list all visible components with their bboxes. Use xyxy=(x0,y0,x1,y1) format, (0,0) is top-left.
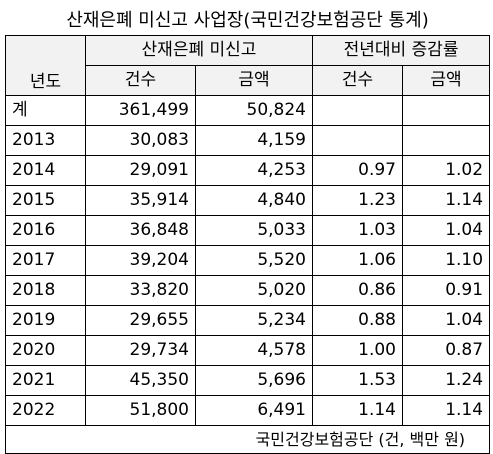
year-header: 년도 xyxy=(5,35,86,96)
amount-cell: 4,578 xyxy=(195,335,313,366)
table-row: 2014 29,091 4,253 0.97 1.02 xyxy=(5,155,491,186)
count-cell: 361,499 xyxy=(85,95,196,126)
rate-count-cell: 0.97 xyxy=(312,155,403,186)
rate-count-cell: 0.88 xyxy=(312,305,403,336)
rate-amount-cell: 1.14 xyxy=(401,395,491,426)
rate-amount-cell: 1.02 xyxy=(401,155,491,186)
statistics-table-page: 산재은폐 미신고 사업장(국민건강보험공단 통계) 년도 산재은폐 미신고 전년… xyxy=(4,6,491,454)
year-cell: 2022 xyxy=(5,395,86,426)
table-row: 2013 30,083 4,159 xyxy=(5,125,491,156)
year-cell: 2017 xyxy=(5,245,86,276)
count-cell: 30,083 xyxy=(85,125,196,156)
count-cell: 33,820 xyxy=(85,275,196,306)
count-cell: 51,800 xyxy=(85,395,196,426)
rate-count-cell xyxy=(312,95,403,126)
unreported-group-header: 산재은폐 미신고 xyxy=(85,35,313,66)
table-row: 2020 29,734 4,578 1.00 0.87 xyxy=(5,335,491,366)
amount-cell: 5,033 xyxy=(195,215,313,246)
amount-cell: 5,020 xyxy=(195,275,313,306)
count-cell: 29,091 xyxy=(85,155,196,186)
rate-amount-cell: 1.10 xyxy=(401,245,491,276)
rate-count-cell: 1.14 xyxy=(312,395,403,426)
rate-count-header: 건수 xyxy=(312,65,403,96)
table-row: 2018 33,820 5,020 0.86 0.91 xyxy=(5,275,491,306)
table-title-row: 산재은폐 미신고 사업장(국민건강보험공단 통계) xyxy=(5,6,490,36)
table-title: 산재은폐 미신고 사업장(국민건강보험공단 통계) xyxy=(5,6,490,36)
rate-amount-cell: 0.91 xyxy=(401,275,491,306)
yoy-rate-group-header: 전년대비 증감률 xyxy=(311,35,491,66)
table-row: 2015 35,914 4,840 1.23 1.14 xyxy=(5,185,491,216)
rate-amount-cell: 0.87 xyxy=(401,335,491,366)
table-row: 2021 45,350 5,696 1.53 1.24 xyxy=(5,365,491,396)
year-cell: 2014 xyxy=(5,155,86,186)
year-cell: 2020 xyxy=(5,335,86,366)
table-row: 계 361,499 50,824 xyxy=(5,95,491,126)
table-row: 2017 39,204 5,520 1.06 1.10 xyxy=(5,245,491,276)
rate-count-cell: 0.86 xyxy=(312,275,403,306)
amount-cell: 4,253 xyxy=(195,155,313,186)
rate-amount-cell: 1.04 xyxy=(401,305,491,336)
amount-cell: 5,696 xyxy=(195,365,313,396)
amount-cell: 5,234 xyxy=(195,305,313,336)
count-cell: 45,350 xyxy=(85,365,196,396)
year-cell: 2019 xyxy=(5,305,86,336)
header-row-1: 년도 산재은폐 미신고 전년대비 증감률 xyxy=(5,35,491,96)
count-cell: 36,848 xyxy=(85,215,196,246)
header-row-2: 건수 금액 건수 금액 xyxy=(6,65,491,96)
amount-cell: 6,491 xyxy=(195,395,313,426)
year-cell: 2021 xyxy=(5,365,86,396)
amount-header: 금액 xyxy=(195,65,313,96)
year-cell: 2013 xyxy=(5,125,86,156)
count-header: 건수 xyxy=(85,65,196,96)
rate-count-cell: 1.00 xyxy=(312,335,403,366)
amount-cell: 50,824 xyxy=(195,95,313,126)
count-cell: 29,734 xyxy=(85,335,196,366)
rate-amount-cell xyxy=(401,125,491,156)
rate-count-cell: 1.23 xyxy=(312,185,403,216)
rate-amount-cell xyxy=(401,95,491,126)
year-cell: 계 xyxy=(5,95,86,126)
year-cell: 2015 xyxy=(5,185,86,216)
table-row: 2019 29,655 5,234 0.88 1.04 xyxy=(5,305,491,336)
rate-amount-header: 금액 xyxy=(401,65,491,96)
amount-cell: 4,840 xyxy=(195,185,313,216)
rate-amount-cell: 1.04 xyxy=(401,215,491,246)
source-note: 국민건강보험공단 (건, 백만 원) xyxy=(4,425,491,454)
table-row: 2016 36,848 5,033 1.03 1.04 xyxy=(5,215,491,246)
count-cell: 29,655 xyxy=(85,305,196,336)
unreported-workplaces-table: 산재은폐 미신고 사업장(국민건강보험공단 통계) 년도 산재은폐 미신고 전년… xyxy=(4,6,491,454)
rate-count-cell: 1.53 xyxy=(312,365,403,396)
rate-count-cell xyxy=(312,125,403,156)
rate-amount-cell: 1.14 xyxy=(401,185,491,216)
rate-amount-cell: 1.24 xyxy=(401,365,491,396)
amount-cell: 5,520 xyxy=(195,245,313,276)
count-cell: 39,204 xyxy=(85,245,196,276)
count-cell: 35,914 xyxy=(85,185,196,216)
rate-count-cell: 1.03 xyxy=(312,215,403,246)
rate-count-cell: 1.06 xyxy=(312,245,403,276)
table-row: 2022 51,800 6,491 1.14 1.14 xyxy=(5,395,491,426)
year-cell: 2018 xyxy=(5,275,86,306)
year-cell: 2016 xyxy=(5,215,86,246)
source-row: 국민건강보험공단 (건, 백만 원) xyxy=(4,425,491,454)
amount-cell: 4,159 xyxy=(195,125,313,156)
